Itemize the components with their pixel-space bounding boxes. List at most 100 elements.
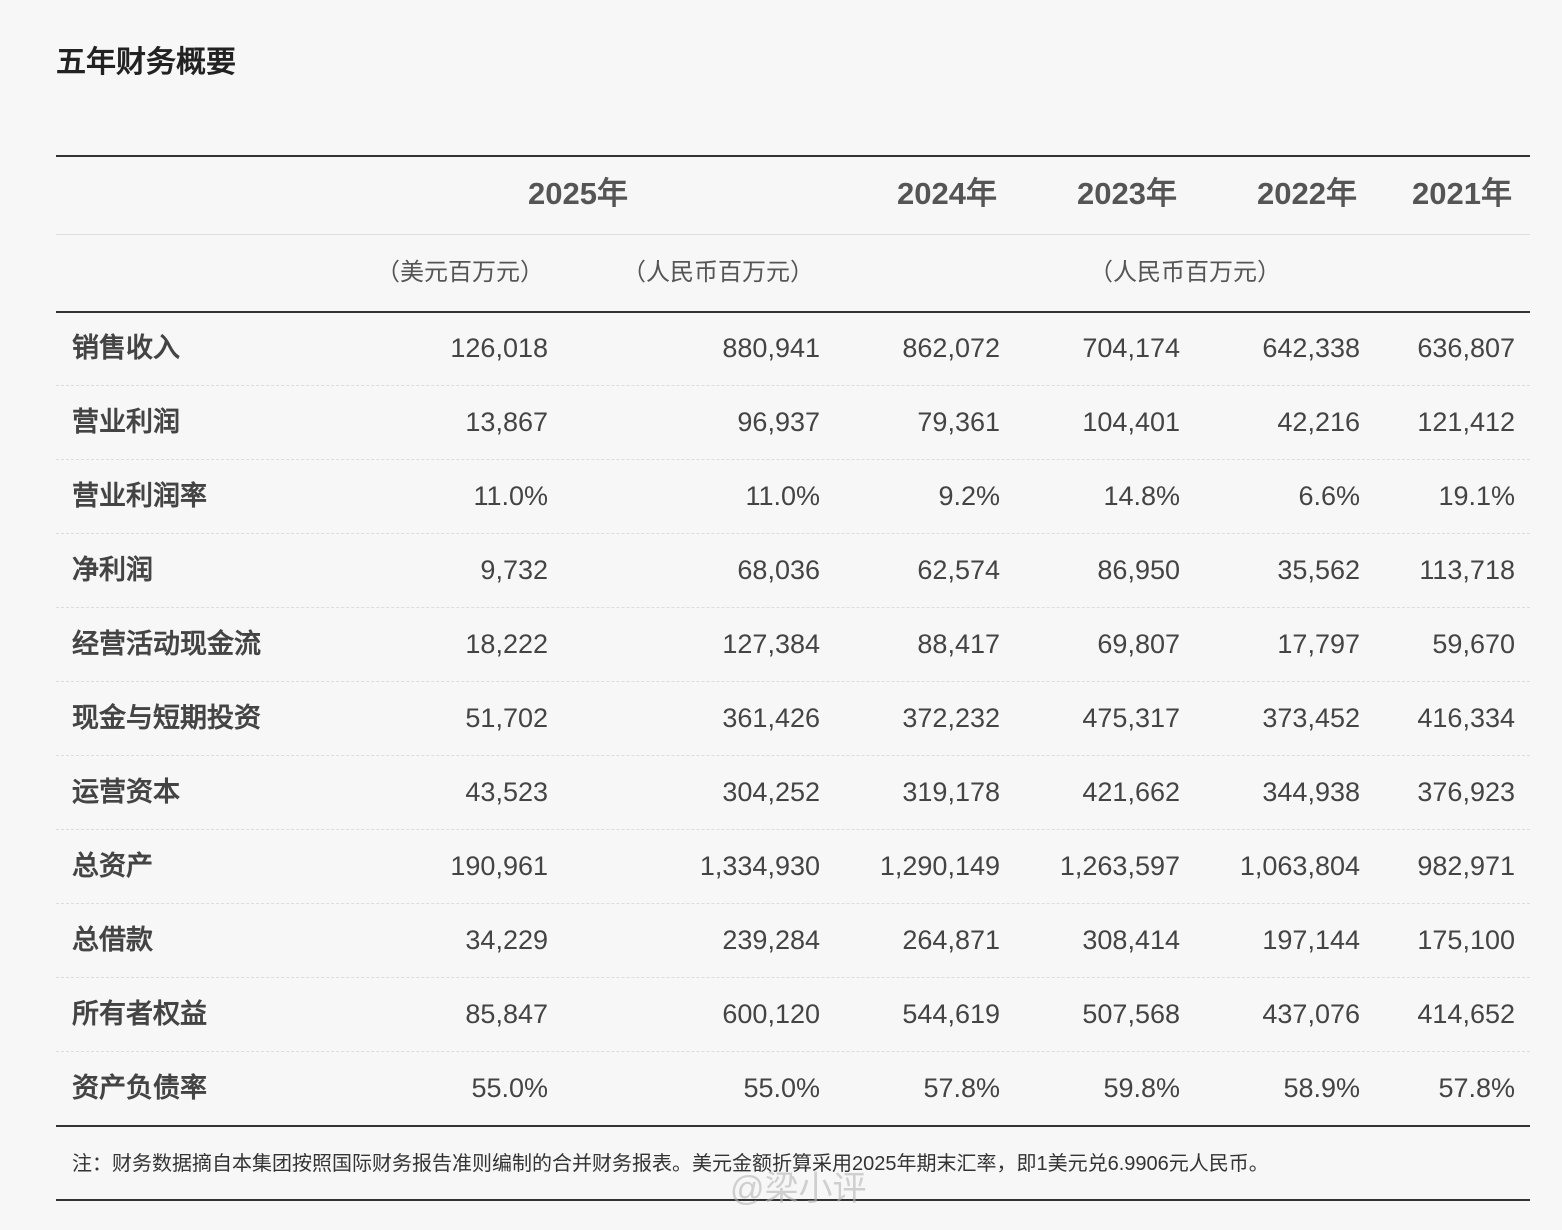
cell: 86,950 (1097, 555, 1180, 585)
cell: 58.9% (1283, 1073, 1360, 1103)
cell: 372,232 (902, 703, 1000, 733)
cell: 59.8% (1103, 1073, 1180, 1103)
cell: 51,702 (465, 703, 548, 733)
year-header: 2021年 (1412, 176, 1512, 211)
cell: 18,222 (465, 629, 548, 659)
rule (56, 234, 1530, 235)
rule (56, 1199, 1530, 1201)
cell: 1,263,597 (1059, 851, 1180, 881)
cell: 373,452 (1262, 703, 1360, 733)
cell: 319,178 (902, 777, 1000, 807)
cell: 1,290,149 (879, 851, 1000, 881)
cell: 544,619 (902, 999, 1000, 1029)
cell: 1,334,930 (699, 851, 820, 881)
cell: 19.1% (1438, 481, 1515, 511)
cell: 376,923 (1417, 777, 1515, 807)
cell: 9.2% (938, 481, 1000, 511)
row-divider (56, 977, 1530, 978)
cell: 862,072 (902, 333, 1000, 363)
cell: 704,174 (1082, 333, 1180, 363)
cell: 17,797 (1277, 629, 1360, 659)
cell: 197,144 (1262, 925, 1360, 955)
cell: 11.0% (745, 481, 820, 511)
cell: 642,338 (1262, 333, 1360, 363)
unit-header: （人民币百万元） (622, 259, 814, 286)
unit-header: （美元百万元） (376, 259, 544, 286)
cell: 264,871 (902, 925, 1000, 955)
rule (56, 1125, 1530, 1127)
rule (56, 311, 1530, 313)
cell: 68,036 (737, 555, 820, 585)
title: 五年财务概要 (56, 46, 236, 79)
cell: 9,732 (480, 555, 548, 585)
cell: 42,216 (1277, 407, 1360, 437)
row-label: 经营活动现金流 (72, 629, 261, 659)
row-label: 营业利润率 (72, 481, 207, 511)
cell: 79,361 (917, 407, 1000, 437)
row-divider (56, 1051, 1530, 1052)
row-divider (56, 755, 1530, 756)
cell: 507,568 (1082, 999, 1180, 1029)
cell: 437,076 (1262, 999, 1360, 1029)
year-header: 2025年 (528, 176, 628, 211)
row-divider (56, 607, 1530, 608)
year-header: 2023年 (1077, 176, 1177, 211)
cell: 85,847 (465, 999, 548, 1029)
cell: 126,018 (450, 333, 548, 363)
row-divider (56, 829, 1530, 830)
cell: 55.0% (471, 1073, 548, 1103)
cell: 13,867 (465, 407, 548, 437)
cell: 982,971 (1417, 851, 1515, 881)
cell: 600,120 (722, 999, 820, 1029)
cell: 121,412 (1417, 407, 1515, 437)
cell: 96,937 (737, 407, 820, 437)
cell: 55.0% (743, 1073, 820, 1103)
cell: 190,961 (450, 851, 548, 881)
row-label: 所有者权益 (72, 999, 207, 1029)
cell: 35,562 (1277, 555, 1360, 585)
cell: 69,807 (1097, 629, 1180, 659)
cell: 308,414 (1082, 925, 1180, 955)
cell: 43,523 (465, 777, 548, 807)
cell: 239,284 (722, 925, 820, 955)
cell: 304,252 (722, 777, 820, 807)
cell: 361,426 (722, 703, 820, 733)
row-label: 销售收入 (72, 333, 180, 363)
cell: 475,317 (1082, 703, 1180, 733)
cell: 34,229 (465, 925, 548, 955)
cell: 57.8% (1438, 1073, 1515, 1103)
cell: 127,384 (722, 629, 820, 659)
row-label: 资产负债率 (72, 1073, 207, 1103)
cell: 62,574 (917, 555, 1000, 585)
cell: 57.8% (923, 1073, 1000, 1103)
row-divider (56, 385, 1530, 386)
cell: 59,670 (1432, 629, 1515, 659)
cell: 414,652 (1417, 999, 1515, 1029)
row-label: 总借款 (72, 925, 153, 955)
row-label: 总资产 (72, 851, 153, 881)
note: 注：财务数据摘自本集团按照国际财务报告准则编制的合并财务报表。美元金额折算采用2… (72, 1153, 1269, 1175)
year-header: 2024年 (897, 176, 997, 211)
row-divider (56, 903, 1530, 904)
row-label: 运营资本 (72, 777, 180, 807)
cell: 88,417 (917, 629, 1000, 659)
cell: 11.0% (473, 481, 548, 511)
row-divider (56, 681, 1530, 682)
cell: 104,401 (1082, 407, 1180, 437)
watermark: @梁小评 (730, 1170, 867, 1208)
cell: 344,938 (1262, 777, 1360, 807)
cell: 1,063,804 (1239, 851, 1360, 881)
cell: 636,807 (1417, 333, 1515, 363)
rule (56, 155, 1530, 157)
cell: 6.6% (1298, 481, 1360, 511)
cell: 175,100 (1417, 925, 1515, 955)
unit-header: （人民币百万元） (1089, 259, 1281, 286)
cell: 880,941 (722, 333, 820, 363)
row-divider (56, 533, 1530, 534)
row-label: 净利润 (72, 555, 153, 585)
cell: 421,662 (1082, 777, 1180, 807)
cell: 113,718 (1419, 555, 1515, 585)
row-label: 营业利润 (72, 407, 180, 437)
year-header: 2022年 (1257, 176, 1357, 211)
